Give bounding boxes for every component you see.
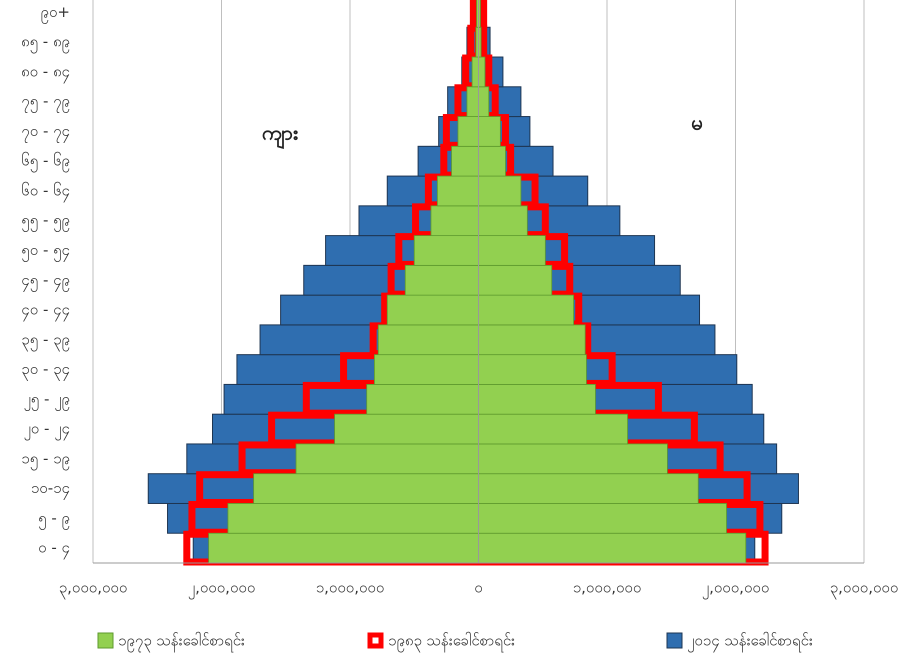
legend-swatch: [367, 632, 384, 649]
legend-swatch: [666, 632, 683, 649]
x-tick-label: ၂,၀၀၀,၀၀၀: [702, 579, 770, 600]
bar: [451, 145, 479, 177]
bar: [478, 503, 727, 534]
x-tick-label: ၃,၀၀၀,၀၀၀: [830, 579, 899, 600]
bar: [466, 86, 479, 117]
y-tick-label: ၂၀ - ၂၄: [23, 420, 70, 441]
bar: [478, 264, 553, 296]
bar: [366, 384, 479, 415]
bar: [478, 413, 628, 445]
y-tick-label: ၀ - ၄: [38, 539, 70, 560]
x-tick-label: ၀: [474, 579, 482, 597]
y-tick-label: ၇၀ - ၇၄: [21, 122, 70, 143]
y-tick-label: ၃၅ - ၃၉: [21, 330, 70, 351]
y-tick-label: ၅ - ၉: [38, 509, 70, 530]
y-tick-label: ၆၀ - ၆၄: [21, 181, 70, 202]
bar: [253, 473, 479, 504]
bar: [457, 116, 479, 147]
bar: [404, 264, 479, 296]
bar: [478, 443, 668, 475]
bar: [478, 175, 522, 207]
y-tick-label: ၈၀ - ၈၄: [21, 62, 70, 83]
bar: [478, 384, 596, 415]
x-tick-label: ၂,၀၀၀,၀၀၀: [188, 579, 256, 600]
y-tick-label: ၄၅ - ၄၉: [21, 271, 70, 292]
legend-label: ၂၀၁၄ သန်းခေါင်စာရင်း: [687, 632, 813, 653]
bar: [436, 175, 479, 207]
bar: [478, 473, 699, 504]
y-tick-label: ၅၀ - ၅၄: [21, 241, 70, 262]
male-label: ကျား: [262, 121, 298, 150]
bar: [478, 354, 587, 385]
y-tick-label: ၁၅ - ၁၉: [21, 449, 70, 470]
bar: [478, 294, 574, 326]
bar: [413, 235, 479, 266]
y-tick-label: ၆၅ - ၆၉: [21, 152, 70, 173]
legend-label: ၁၉၈၃ သန်းခေါင်စာရင်း: [388, 632, 515, 653]
female-label: မ: [691, 111, 702, 135]
bar: [478, 235, 546, 266]
x-tick-label: ၁,၀၀၀,၀၀၀: [573, 579, 642, 597]
y-tick-label: ၁၀-၁၄: [31, 479, 70, 500]
bar: [227, 503, 479, 534]
x-tick-label: ၃,၀၀၀,၀၀၀: [59, 579, 128, 600]
bar: [374, 354, 479, 385]
bar: [478, 324, 586, 356]
y-tick-label: ၇၅ - ၇၉: [21, 92, 70, 113]
y-tick-label: ၂၅ - ၂၉: [23, 390, 70, 411]
bar: [334, 413, 479, 445]
legend-label: ၁၉၇၃ သန်းခေါင်စာရင်း: [118, 632, 245, 653]
bar: [208, 532, 479, 564]
bar: [478, 145, 506, 177]
y-tick-label: ၅၅ - ၅၉: [21, 211, 70, 232]
bar: [386, 294, 479, 326]
y-tick-label: ၃၀ - ၃၄: [21, 360, 70, 381]
bar: [478, 56, 486, 88]
bar: [295, 443, 479, 475]
bar: [478, 205, 528, 237]
x-tick-label: ၁,၀၀၀,၀၀၀: [316, 579, 385, 597]
y-tick-label: ၄၀ - ၄၄: [21, 301, 70, 322]
bar: [471, 56, 479, 88]
y-tick-label: ၈၅ - ၈၉: [21, 33, 70, 54]
bar: [478, 86, 490, 117]
bar: [478, 532, 747, 564]
y-tick-label: ၉၀+: [41, 3, 70, 24]
legend-swatch: [97, 632, 114, 649]
bar: [478, 116, 501, 147]
bar: [377, 324, 479, 356]
bar: [430, 205, 479, 237]
